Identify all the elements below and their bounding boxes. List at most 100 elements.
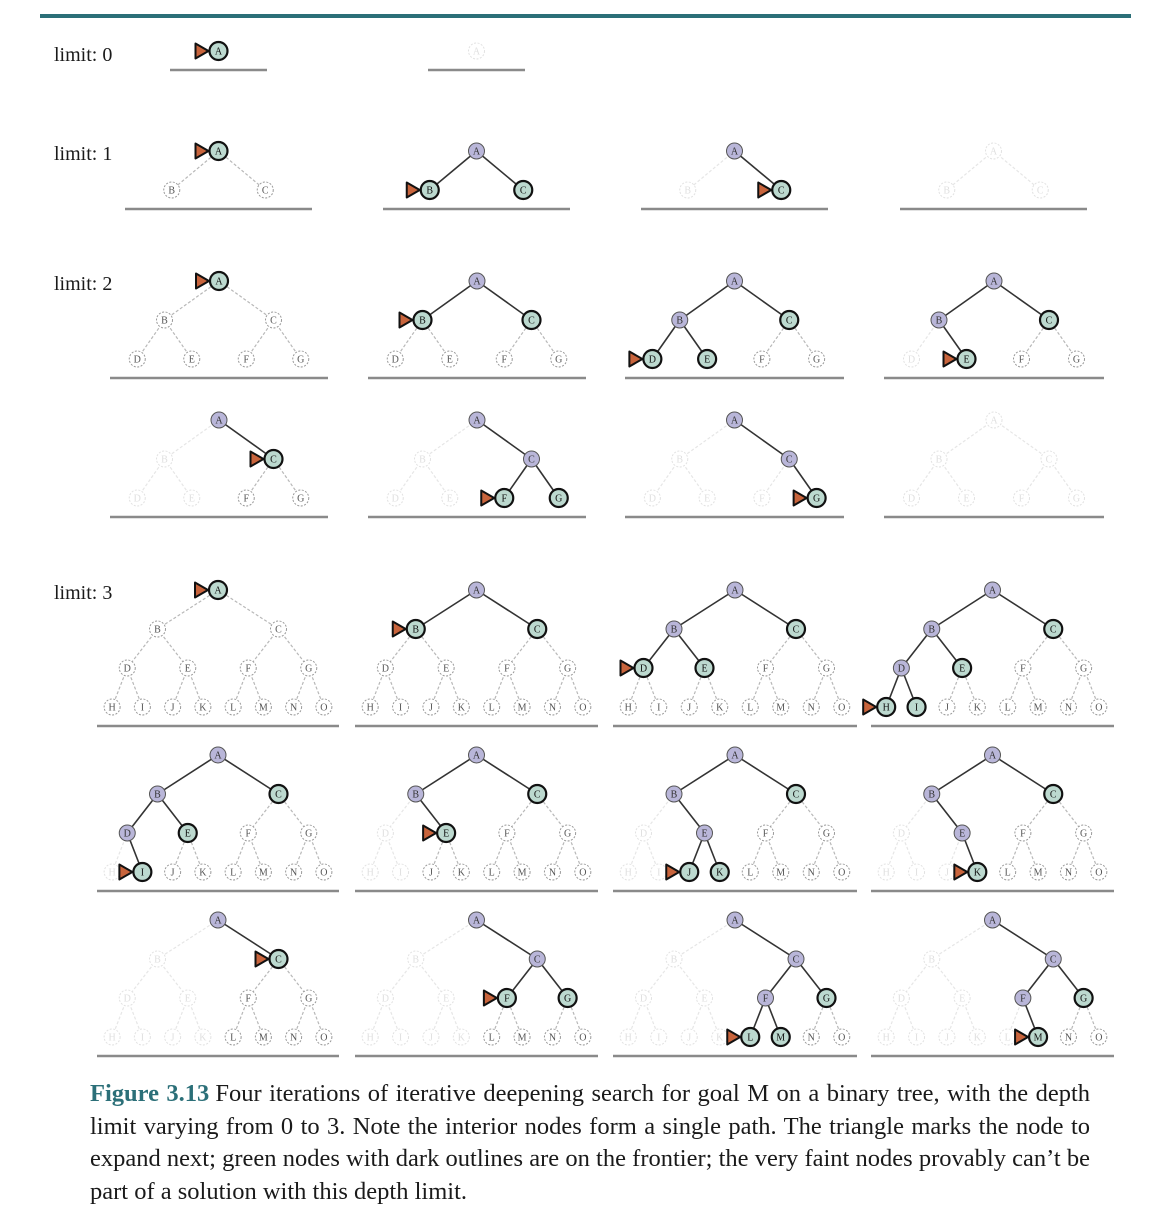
node-label: A [990, 147, 998, 158]
node-label: F [759, 494, 765, 505]
tree-node-g [816, 987, 837, 1009]
node-label: N [549, 703, 556, 714]
node-label: F [245, 994, 251, 1005]
node-label: C [534, 790, 541, 801]
tree-edge [415, 754, 477, 795]
limit-1-label: limit: 1 [54, 143, 113, 165]
node-label: J [429, 868, 433, 879]
tree-node-a [209, 911, 227, 929]
tree-edge [993, 150, 1041, 191]
tree-node-k [452, 698, 470, 716]
tree-node-k [452, 1028, 470, 1046]
tree-node-d [376, 989, 394, 1007]
node-label: M [1034, 1033, 1043, 1044]
tree-node-o [574, 698, 592, 716]
tree-edge [938, 419, 995, 460]
tree-edge [734, 280, 790, 321]
tree-node-c [785, 618, 807, 640]
node-label: K [199, 703, 207, 714]
tree-edge [673, 589, 736, 630]
expand-next-marker [628, 350, 644, 368]
limit-3-label: limit: 3 [54, 582, 113, 604]
node-label: E [443, 994, 449, 1005]
node-label: H [109, 703, 116, 714]
tree-node-j [164, 698, 182, 716]
expand-next-marker [1014, 1028, 1030, 1046]
tree-node-b [163, 181, 181, 199]
node-label: N [290, 703, 297, 714]
node-label: D [898, 994, 905, 1005]
node-label: I [657, 703, 660, 714]
tree-node-d [128, 489, 146, 507]
tree-edge [476, 419, 532, 460]
tree-node-a [468, 411, 486, 429]
node-label: N [808, 703, 815, 714]
tree-node-n [802, 698, 820, 716]
tree-node-a [985, 411, 1003, 429]
search-tree-panel: A [170, 40, 267, 72]
node-label: L [1005, 868, 1011, 879]
expand-next-marker [953, 863, 969, 881]
node-label: N [808, 868, 815, 879]
tree-node-n [543, 863, 561, 881]
node-label: G [1080, 829, 1087, 840]
tree-node-m [770, 1026, 791, 1048]
tree-node-a [468, 42, 485, 60]
tree-edge [171, 150, 219, 191]
node-label: K [458, 868, 466, 879]
node-label: A [215, 277, 223, 288]
tree-node-l [224, 698, 242, 716]
tree-node-i [650, 1028, 668, 1046]
node-label: B [412, 625, 419, 636]
tree-node-f [1014, 989, 1032, 1007]
node-label: A [473, 416, 481, 427]
node-label: N [549, 868, 556, 879]
tree-node-f [757, 659, 774, 677]
node-label: O [579, 703, 586, 714]
tree-node-n [1059, 863, 1077, 881]
tree-node-a [984, 581, 1001, 599]
node-label: F [1019, 494, 1025, 505]
tree-node-m [254, 863, 272, 881]
tree-edge [164, 280, 220, 321]
tree-edge [938, 280, 995, 321]
node-label: J [945, 1033, 949, 1044]
tree-node-b [665, 950, 683, 968]
tree-node-b [671, 311, 689, 329]
tree-node-h [877, 1028, 895, 1046]
tree-node-c [787, 950, 805, 968]
node-label: O [1095, 1033, 1102, 1044]
tree-node-c [256, 181, 274, 199]
node-label: E [185, 664, 191, 675]
tree-node-f [1013, 350, 1030, 368]
node-label: M [259, 868, 268, 879]
tree-edge [218, 280, 274, 321]
search-tree-panel: A B C D E F G H I J K L M N O [862, 581, 1114, 728]
tree-node-g [292, 489, 310, 507]
tree-node-c [1031, 181, 1049, 199]
node-label: D [382, 829, 389, 840]
tree-edge [734, 589, 797, 630]
node-label: F [763, 829, 769, 840]
node-label: F [763, 664, 769, 675]
search-tree-panel: A B C D E F G H I J K L M N O [97, 579, 339, 728]
expand-next-marker [619, 659, 635, 677]
tree-node-d [643, 489, 661, 507]
expand-next-marker [194, 581, 209, 599]
tree-node-j [938, 1028, 956, 1046]
node-label: L [1005, 1033, 1011, 1044]
search-tree-panel: A B C D E F G H I J K L M N O [871, 911, 1114, 1058]
tree-edge [931, 754, 993, 795]
tree-node-o [315, 1028, 333, 1046]
search-tree-panel: A B C [125, 140, 312, 211]
tree-edge [679, 419, 735, 460]
tree-node-g [548, 487, 569, 509]
figure-caption: Figure 3.13 Four iterations of iterative … [90, 1078, 1090, 1208]
tree-node-a [726, 411, 743, 429]
node-label: B [419, 316, 426, 327]
node-label: G [823, 829, 830, 840]
node-label: B [928, 955, 935, 966]
limit-2-label: limit: 2 [54, 273, 113, 295]
tree-edge [217, 754, 279, 795]
tree-node-i [650, 698, 668, 716]
